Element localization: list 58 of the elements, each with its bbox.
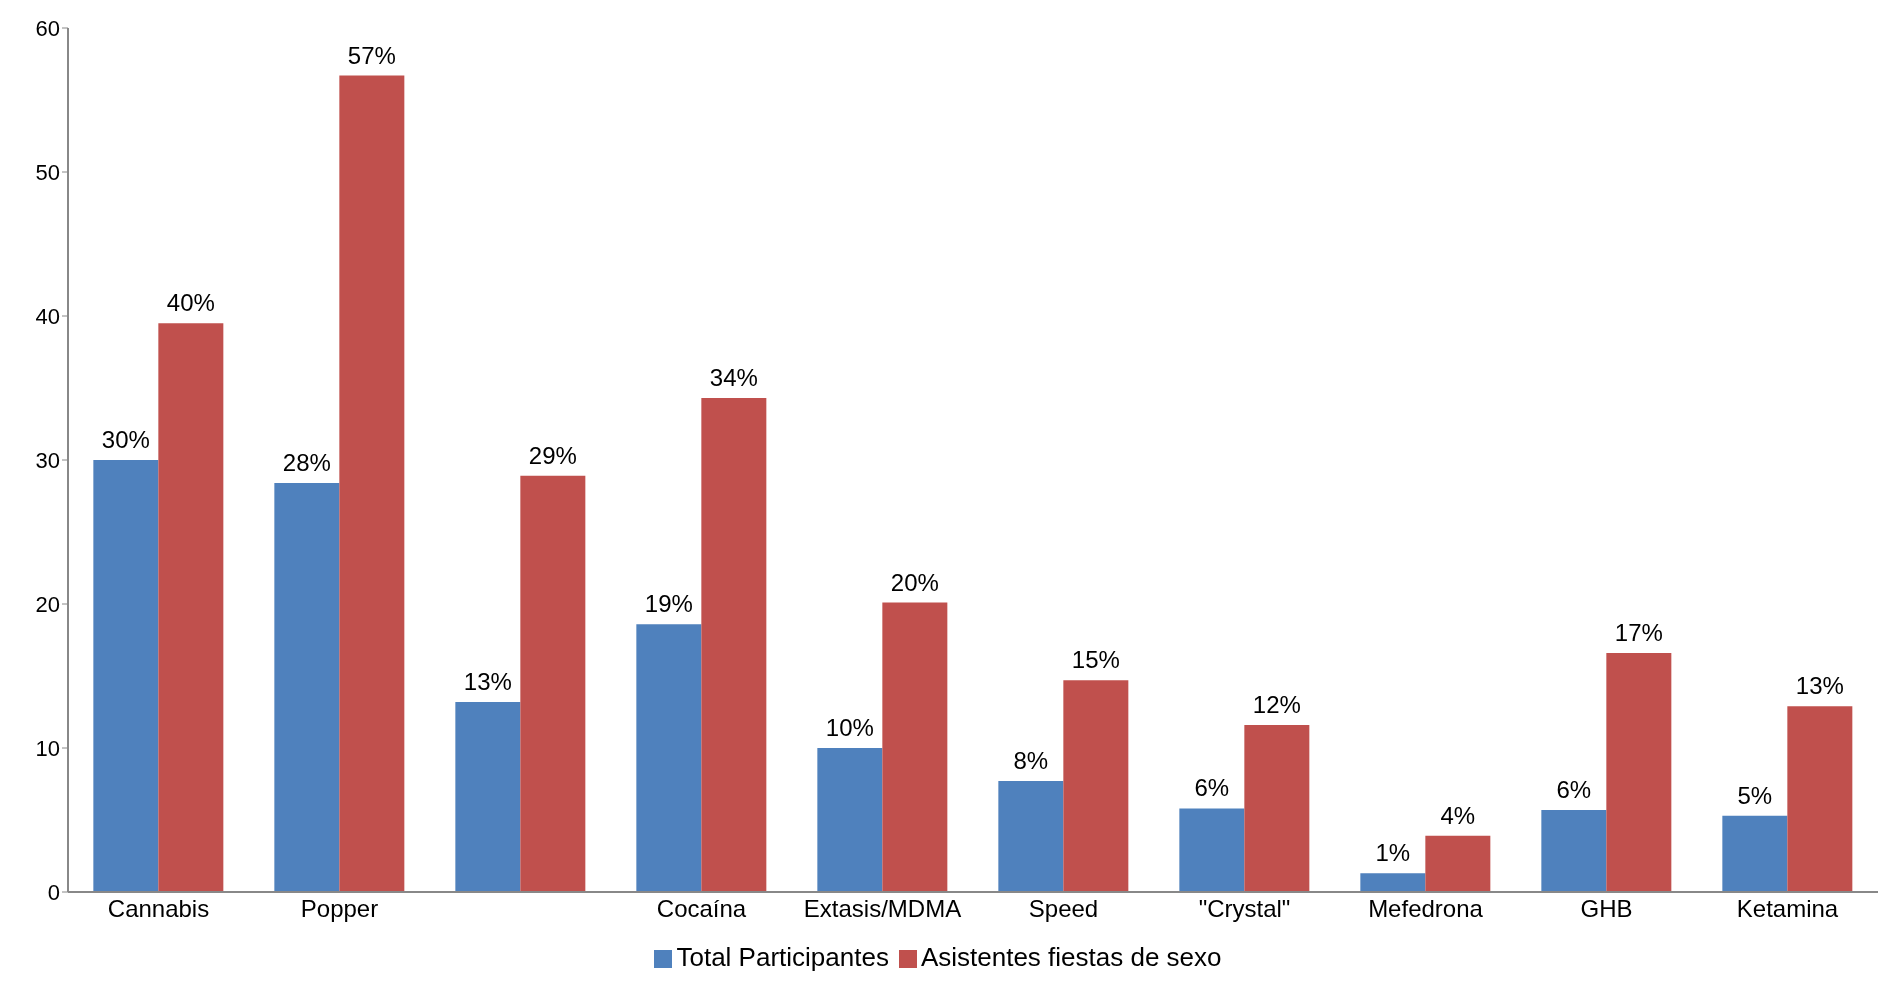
legend-label: Asistentes fiestas de sexo [920,942,1222,972]
data-label: 12% [1252,690,1301,718]
data-label: 4% [1440,801,1476,829]
data-label: 29% [528,441,577,469]
bar [817,748,883,892]
data-label: 40% [166,289,215,317]
data-label: 1% [1375,839,1411,867]
data-label: 15% [1071,646,1120,674]
bar [998,781,1064,892]
data-label: 8% [1013,747,1049,775]
y-tick-label: 50 [35,159,60,185]
data-label: 28% [282,449,331,477]
bar [1179,808,1245,892]
y-tick-label: 30 [35,447,60,473]
x-tick-label: Popper [300,895,379,923]
x-tick-label: Speed [1028,895,1099,923]
bar [158,323,224,892]
bar [1722,815,1788,892]
bar [1063,680,1129,892]
data-label: 19% [644,590,693,618]
x-tick-label: "Crystal" [1198,895,1291,923]
bar [1425,835,1491,892]
bar [882,602,948,892]
data-label: 57% [347,41,396,69]
bar [520,475,586,892]
x-tick-label: GHB [1580,895,1633,923]
bar [93,460,159,892]
bar [1787,706,1853,892]
data-label: 17% [1614,618,1663,646]
legend-label: Total Participantes [676,942,889,972]
data-label: 34% [709,364,758,392]
bar [1541,809,1607,892]
data-label: 13% [1795,672,1844,700]
data-label: 6% [1194,774,1230,802]
x-tick-label: Cocaína [656,895,747,923]
bar [636,624,702,892]
data-label: 30% [101,426,150,453]
bar [1606,652,1672,892]
data-label: 10% [825,714,874,741]
x-tick-label: Extasis/MDMA [803,895,962,923]
y-tick-label: 60 [35,15,60,41]
data-label: 6% [1556,775,1592,803]
x-tick-label: Mefedrona [1368,895,1484,923]
y-tick-label: 0 [47,879,60,905]
data-label: 20% [890,568,939,596]
data-label: 5% [1737,781,1773,809]
bar [1360,873,1426,892]
bar [455,701,521,892]
bar [274,483,340,892]
x-tick-label: Cannabis [107,895,210,923]
bar [1244,724,1310,892]
data-label: 13% [463,667,512,695]
x-tick-label: Ketamina [1736,895,1839,923]
y-tick-label: 40 [35,303,60,329]
y-tick-label: 10 [35,735,60,761]
y-tick-label: 20 [35,591,60,617]
bar [701,398,767,892]
bar [339,75,405,892]
